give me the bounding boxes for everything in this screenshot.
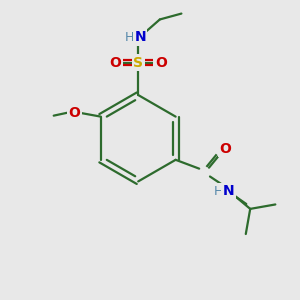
Text: H: H: [125, 31, 134, 44]
Text: N: N: [134, 30, 146, 44]
Text: O: O: [110, 56, 122, 70]
Text: N: N: [223, 184, 234, 198]
Text: O: O: [155, 56, 167, 70]
Text: S: S: [133, 56, 143, 70]
Text: H: H: [214, 185, 224, 198]
Text: O: O: [220, 142, 232, 156]
Text: O: O: [68, 106, 80, 120]
